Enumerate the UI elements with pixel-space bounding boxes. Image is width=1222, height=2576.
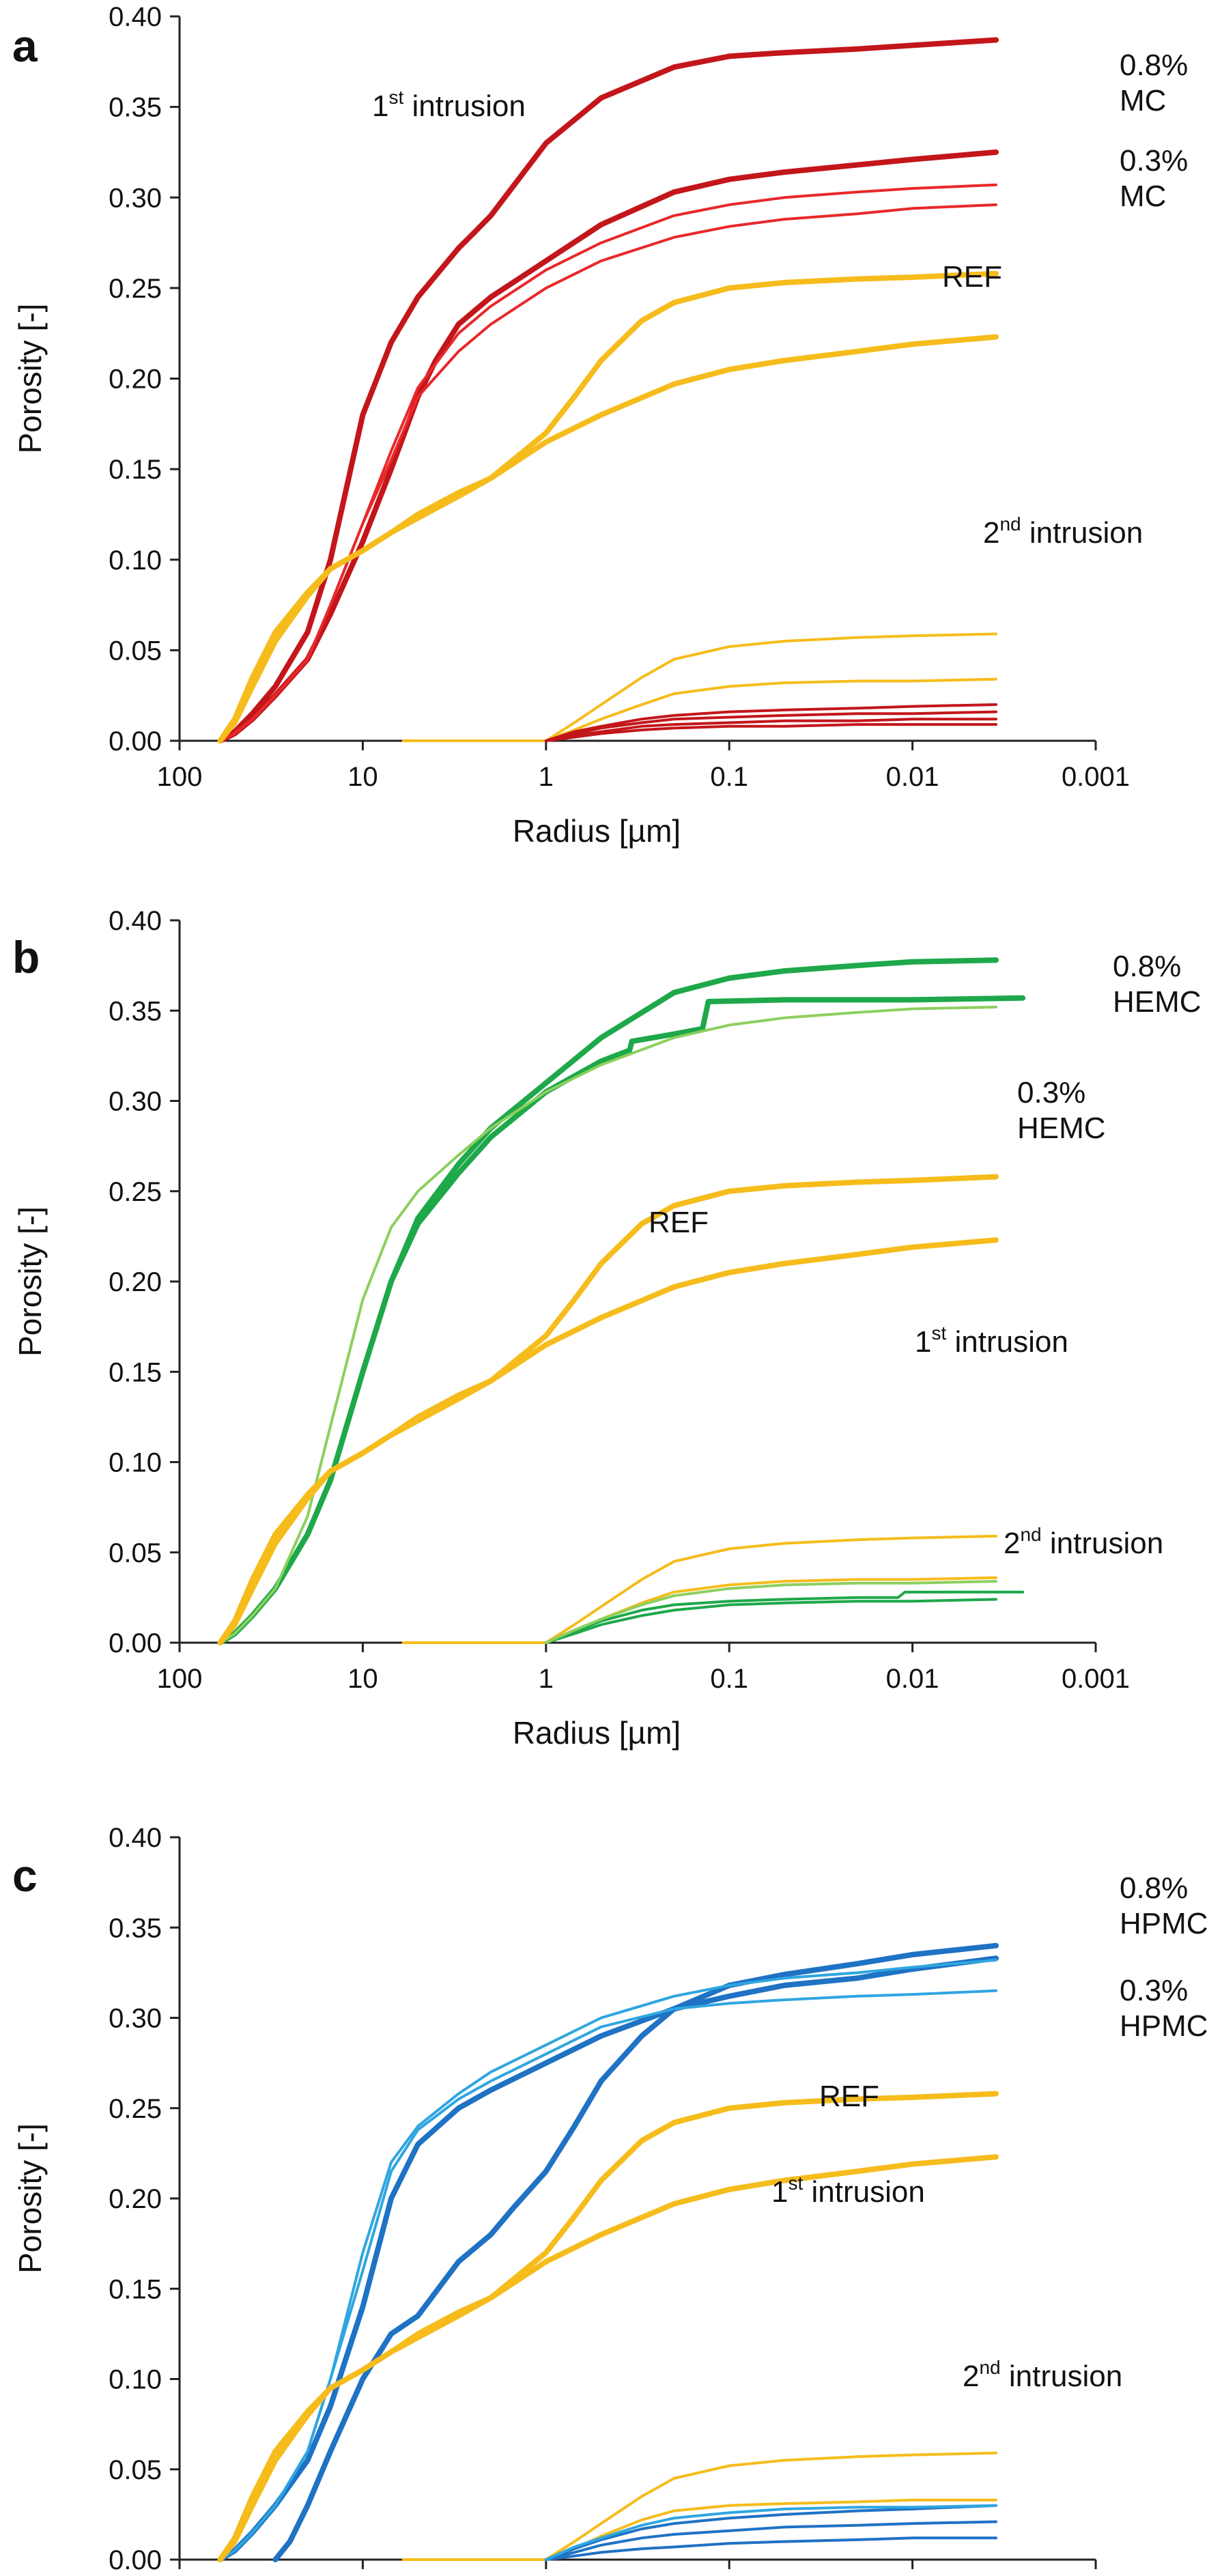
y-tick-label: 0.10 — [109, 2365, 162, 2395]
y-tick-label: 0.10 — [109, 546, 162, 576]
series-line — [401, 1576, 997, 1644]
y-axis-title: Porosity [-] — [12, 2123, 48, 2274]
panel-letter: c — [12, 1850, 38, 1901]
y-tick-label: 0.30 — [109, 183, 162, 213]
x-tick-label: 10 — [347, 1664, 378, 1694]
series-line — [217, 37, 999, 744]
series-line — [217, 334, 999, 744]
series-line — [544, 723, 997, 742]
y-tick-label: 0.40 — [109, 1823, 162, 1853]
y-tick-label: 0.05 — [109, 2455, 162, 2485]
y-tick-label: 0.25 — [109, 274, 162, 304]
y-tick-label: 0.15 — [109, 455, 162, 485]
y-tick-label: 0.30 — [109, 2004, 162, 2034]
series-line — [217, 1237, 999, 1645]
y-axis-title: Porosity [-] — [12, 304, 48, 454]
x-tick-label: 100 — [157, 1664, 203, 1694]
series-line — [401, 2498, 997, 2561]
x-tick-label: 100 — [157, 762, 203, 792]
intrusion-label: 1st intrusion — [372, 87, 526, 123]
series-line — [544, 2504, 997, 2561]
y-tick-label: 0.25 — [109, 1177, 162, 1207]
y-tick-label: 0.15 — [109, 1357, 162, 1387]
series-line — [218, 1958, 997, 2561]
panel-c: c0.000.050.100.150.200.250.300.350.40100… — [12, 1823, 1208, 2575]
series-line — [272, 1942, 999, 2562]
annotation-label: 0.3% HPMC — [1120, 1974, 1208, 2043]
x-tick-label: 1 — [539, 1664, 554, 1694]
y-tick-label: 0.25 — [109, 2094, 162, 2124]
x-tick-label: 0.01 — [886, 1664, 939, 1694]
y-tick-label: 0.40 — [109, 2, 162, 32]
annotation-label: REF — [819, 2080, 879, 2113]
series-line — [217, 2154, 999, 2562]
x-tick-label: 10 — [347, 762, 378, 792]
series-line — [401, 677, 997, 742]
annotation-label: 0.3% HEMC — [1017, 1076, 1106, 1145]
series-line — [544, 1580, 997, 1644]
intrusion-label: 1st intrusion — [771, 2172, 925, 2209]
series-line — [544, 2536, 997, 2561]
intrusion-label: 2nd intrusion — [983, 513, 1143, 550]
x-tick-label: 0.01 — [886, 762, 939, 792]
panel-b: b0.000.050.100.150.200.250.300.350.40100… — [12, 906, 1202, 1751]
y-tick-label: 0.20 — [109, 365, 162, 395]
series-line — [217, 995, 1026, 1645]
x-axis-title: Radius [µm] — [513, 1715, 681, 1751]
x-axis-title: Radius [µm] — [513, 813, 681, 849]
x-tick-label: 0.1 — [710, 762, 748, 792]
x-tick-label: 0.001 — [1062, 762, 1130, 792]
panel-letter: a — [12, 20, 38, 71]
y-tick-label: 0.00 — [109, 2545, 162, 2575]
annotation-label: 0.8% MC — [1120, 48, 1188, 117]
annotation-label: 0.8% HPMC — [1120, 1871, 1208, 1940]
intrusion-label: 1st intrusion — [915, 1322, 1068, 1359]
series-line — [544, 1598, 997, 1644]
series-line — [544, 710, 997, 742]
panel-letter: b — [12, 932, 40, 982]
intrusion-label: 2nd intrusion — [1004, 1524, 1163, 1560]
y-tick-label: 0.00 — [109, 1628, 162, 1658]
y-tick-label: 0.30 — [109, 1087, 162, 1117]
y-tick-label: 0.35 — [109, 1913, 162, 1943]
y-tick-label: 0.15 — [109, 2274, 162, 2304]
annotation-label: REF — [649, 1206, 709, 1239]
y-tick-label: 0.10 — [109, 1448, 162, 1478]
x-tick-label: 0.001 — [1062, 1664, 1130, 1694]
series-line — [218, 1006, 997, 1644]
y-tick-label: 0.05 — [109, 1538, 162, 1568]
series-line — [544, 718, 997, 742]
y-tick-label: 0.05 — [109, 636, 162, 666]
series-line — [544, 2520, 997, 2561]
series-line — [544, 2504, 997, 2561]
y-tick-label: 0.40 — [109, 906, 162, 936]
y-tick-label: 0.20 — [109, 2184, 162, 2214]
y-tick-label: 0.00 — [109, 726, 162, 756]
intrusion-label: 2nd intrusion — [963, 2357, 1122, 2393]
y-axis-title: Porosity [-] — [12, 1206, 48, 1357]
series-line — [544, 1590, 1025, 1644]
series-line — [544, 703, 997, 742]
y-tick-label: 0.35 — [109, 996, 162, 1026]
x-tick-label: 1 — [539, 762, 554, 792]
panel-a: a0.000.050.100.150.200.250.300.350.40100… — [12, 2, 1188, 849]
y-tick-label: 0.35 — [109, 93, 162, 123]
series-line — [218, 203, 997, 742]
y-tick-label: 0.20 — [109, 1267, 162, 1297]
annotation-label: 0.8% HEMC — [1113, 950, 1202, 1019]
annotation-label: 0.3% MC — [1120, 144, 1188, 213]
x-tick-label: 0.1 — [710, 1664, 748, 1694]
annotation-label: REF — [942, 260, 1002, 294]
